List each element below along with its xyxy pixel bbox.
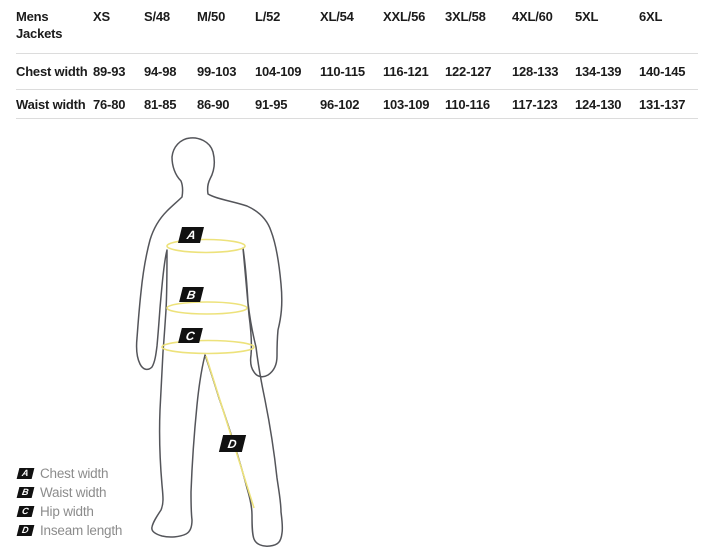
legend-letter: B bbox=[21, 487, 30, 497]
size-table: Mens Jackets XS S/48 M/50 L/52 XL/54 XXL… bbox=[16, 6, 698, 119]
legend-letter: C bbox=[21, 506, 30, 516]
size-value: 86-90 bbox=[197, 89, 255, 119]
size-value: 99-103 bbox=[197, 53, 255, 90]
legend-marker-icon: D bbox=[16, 525, 35, 536]
size-col-header: S/48 bbox=[144, 6, 197, 54]
marker-letter: A bbox=[185, 228, 197, 242]
size-value: 81-85 bbox=[144, 89, 197, 119]
marker-letter: D bbox=[227, 436, 238, 451]
legend-letter: D bbox=[21, 525, 30, 535]
size-col-header: XS bbox=[93, 6, 144, 54]
size-value: 94-98 bbox=[144, 53, 197, 90]
legend-letter: A bbox=[21, 468, 30, 478]
marker-letter: B bbox=[186, 287, 197, 302]
size-value: 140-145 bbox=[639, 53, 698, 90]
size-value: 117-123 bbox=[512, 89, 575, 119]
chest-measure-ellipse bbox=[166, 238, 246, 254]
legend-item-chest: A Chest width bbox=[16, 464, 122, 483]
size-col-header: 3XL/58 bbox=[445, 6, 512, 54]
legend-item-hip: C Hip width bbox=[16, 502, 122, 521]
size-value: 124-130 bbox=[575, 89, 639, 119]
size-value: 104-109 bbox=[255, 53, 320, 90]
size-table-header-row: Mens Jackets XS S/48 M/50 L/52 XL/54 XXL… bbox=[16, 6, 698, 54]
table-title: Mens Jackets bbox=[16, 6, 93, 54]
waist-measure-ellipse bbox=[166, 301, 248, 315]
legend-label: Chest width bbox=[40, 466, 109, 481]
size-value: 110-116 bbox=[445, 89, 512, 119]
marker-inseam: D bbox=[218, 435, 247, 452]
size-value: 122-127 bbox=[445, 53, 512, 90]
legend-item-inseam: D Inseam length bbox=[16, 521, 123, 540]
size-col-header: L/52 bbox=[255, 6, 320, 54]
size-value: 76-80 bbox=[93, 89, 144, 119]
table-row-chest-width: Chest width 89-93 94-98 99-103 104-109 1… bbox=[16, 53, 698, 90]
legend-label: Hip width bbox=[40, 504, 94, 519]
legend-item-waist: B Waist width bbox=[16, 483, 122, 502]
body-outline bbox=[135, 137, 284, 547]
legend-label: Waist width bbox=[40, 485, 107, 500]
size-col-header: XXL/56 bbox=[383, 6, 445, 54]
size-value: 103-109 bbox=[383, 89, 445, 119]
inseam-measure-line bbox=[205, 355, 255, 509]
size-col-header: M/50 bbox=[197, 6, 255, 54]
size-col-header: XL/54 bbox=[320, 6, 383, 54]
legend-marker-icon: A bbox=[16, 468, 35, 479]
size-col-header: 6XL bbox=[639, 6, 698, 54]
size-value: 134-139 bbox=[575, 53, 639, 90]
size-col-header: 5XL bbox=[575, 6, 639, 54]
size-value: 91-95 bbox=[255, 89, 320, 119]
size-value: 89-93 bbox=[93, 53, 144, 90]
table-row-waist-width: Waist width 76-80 81-85 86-90 91-95 96-1… bbox=[16, 89, 698, 119]
size-value: 96-102 bbox=[320, 89, 383, 119]
row-label: Chest width bbox=[16, 53, 93, 90]
size-value: 128-133 bbox=[512, 53, 575, 90]
marker-waist: B bbox=[179, 287, 204, 302]
hip-measure-ellipse bbox=[161, 339, 255, 355]
legend-marker-icon: C bbox=[16, 506, 35, 517]
marker-hip: C bbox=[178, 328, 203, 343]
measurement-legend: A Chest width B Waist width C Hip width … bbox=[16, 464, 123, 540]
row-label: Waist width bbox=[16, 89, 93, 119]
marker-chest: A bbox=[178, 227, 204, 243]
size-value: 131-137 bbox=[639, 89, 698, 119]
legend-marker-icon: B bbox=[16, 487, 35, 498]
size-value: 116-121 bbox=[383, 53, 445, 90]
legend-label: Inseam length bbox=[40, 523, 123, 538]
size-col-header: 4XL/60 bbox=[512, 6, 575, 54]
marker-letter: C bbox=[185, 328, 196, 343]
size-value: 110-115 bbox=[320, 53, 383, 90]
